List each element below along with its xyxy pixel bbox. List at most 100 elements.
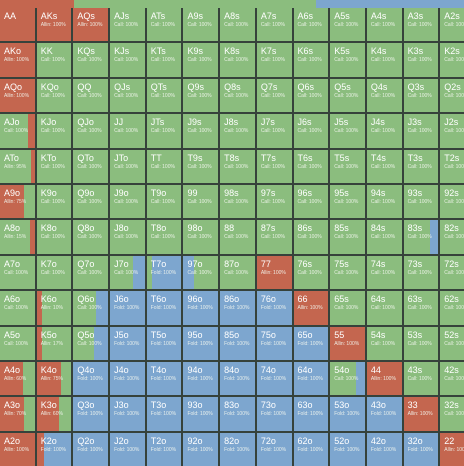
- hand-cell[interactable]: Q5s Call: 100%: [330, 78, 365, 113]
- hand-cell[interactable]: T3o Fold: 100%: [146, 397, 182, 431]
- hand-cell[interactable]: 62o Fold: 100%: [293, 432, 329, 466]
- hand-cell[interactable]: KQo Call: 100%: [36, 78, 72, 113]
- hand-cell[interactable]: K9s Call: 100%: [183, 43, 219, 77]
- hand-cell[interactable]: ATs Call: 100%: [146, 8, 182, 42]
- hand-cell[interactable]: 97o Call: 100%: [183, 255, 219, 290]
- hand-cell[interactable]: Q3s Call: 100%: [403, 78, 439, 113]
- hand-cell[interactable]: J8s Call: 100%: [220, 114, 255, 148]
- hand-cell[interactable]: QJo Call: 100%: [73, 114, 109, 148]
- hand-cell[interactable]: A7o Call: 100%: [0, 255, 35, 290]
- hand-cell[interactable]: A8s Call: 100%: [220, 8, 255, 42]
- hand-cell[interactable]: J7o Call: 100%: [110, 255, 145, 290]
- hand-cell[interactable]: 85o Fold: 100%: [220, 326, 255, 360]
- hand-cell[interactable]: 33 Allin: 100%: [403, 397, 439, 431]
- hand-cell[interactable]: 95s Call: 100%: [330, 184, 365, 219]
- hand-cell[interactable]: Q9o Call: 100%: [73, 184, 109, 219]
- hand-cell[interactable]: QTo Call: 100%: [73, 149, 109, 183]
- hand-cell[interactable]: 87s Call: 100%: [256, 220, 292, 254]
- hand-cell[interactable]: 87o Call: 100%: [220, 255, 255, 290]
- hand-cell[interactable]: T7s Call: 100%: [256, 149, 292, 183]
- hand-cell[interactable]: K7o Call: 100%: [36, 255, 72, 290]
- hand-cell[interactable]: J9o Call: 100%: [110, 184, 145, 219]
- hand-cell[interactable]: K4o Allin: 75%: [36, 361, 72, 396]
- hand-cell[interactable]: KTo Call: 100%: [36, 149, 72, 183]
- hand-cell[interactable]: T8o Call: 100%: [146, 220, 182, 254]
- hand-cell[interactable]: T9s Call: 100%: [183, 149, 219, 183]
- hand-cell[interactable]: Q5o Call: 100%: [73, 326, 109, 360]
- hand-cell[interactable]: J6o Fold: 100%: [110, 291, 145, 325]
- hand-cell[interactable]: 65s Call: 100%: [330, 291, 365, 325]
- hand-cell[interactable]: K7s Call: 100%: [256, 43, 292, 77]
- hand-cell[interactable]: K3s Call: 100%: [403, 43, 439, 77]
- hand-cell[interactable]: J9s Call: 100%: [183, 114, 219, 148]
- hand-cell[interactable]: 86o Fold: 100%: [220, 291, 255, 325]
- hand-cell[interactable]: 75s Call: 100%: [330, 255, 365, 290]
- hand-cell[interactable]: 88 Call: 100%: [220, 220, 255, 254]
- hand-cell[interactable]: A9o Allin: 75%: [0, 184, 35, 219]
- hand-cell[interactable]: 93s Call: 100%: [403, 184, 439, 219]
- hand-cell[interactable]: K2o Fold: 100%: [36, 432, 72, 466]
- hand-cell[interactable]: A4s Call: 100%: [366, 8, 402, 42]
- hand-cell[interactable]: J8o Call: 100%: [110, 220, 145, 254]
- hand-cell[interactable]: A8o Allin: 15%: [0, 220, 35, 254]
- hand-cell[interactable]: K5o Allin: 17%: [36, 326, 72, 360]
- hand-cell[interactable]: KTs Call: 100%: [146, 43, 182, 77]
- hand-cell[interactable]: 74o Fold: 100%: [256, 361, 292, 396]
- hand-cell[interactable]: J4s Call: 100%: [366, 114, 402, 148]
- hand-cell[interactable]: J7s Call: 100%: [256, 114, 292, 148]
- hand-cell[interactable]: Q3o Fold: 100%: [73, 397, 109, 431]
- hand-cell[interactable]: T7o Fold: 100%: [146, 255, 182, 290]
- hand-cell[interactable]: T4s Call: 100%: [366, 149, 402, 183]
- hand-cell[interactable]: Q8o Call: 100%: [73, 220, 109, 254]
- hand-cell[interactable]: K8s Call: 100%: [220, 43, 255, 77]
- hand-cell[interactable]: K5s Call: 100%: [330, 43, 365, 77]
- hand-cell[interactable]: K6s Call: 100%: [293, 43, 329, 77]
- hand-cell[interactable]: 94s Call: 100%: [366, 184, 402, 219]
- hand-cell[interactable]: J5o Fold: 100%: [110, 326, 145, 360]
- hand-cell[interactable]: T5o Fold: 100%: [146, 326, 182, 360]
- hand-cell[interactable]: T6o Fold: 100%: [146, 291, 182, 325]
- hand-cell[interactable]: 99 Call: 100%: [183, 184, 219, 219]
- hand-cell[interactable]: A2o Allin: 100%: [0, 432, 35, 466]
- hand-cell[interactable]: Q6s Call: 100%: [293, 78, 329, 113]
- hand-cell[interactable]: J3o Fold: 100%: [110, 397, 145, 431]
- hand-cell[interactable]: 77 Allin: 100%: [256, 255, 292, 290]
- hand-cell[interactable]: ATo Allin: 95%: [0, 149, 35, 183]
- hand-cell[interactable]: T6s Call: 100%: [293, 149, 329, 183]
- hand-cell[interactable]: 32o Fold: 100%: [403, 432, 439, 466]
- hand-cell[interactable]: AA: [0, 8, 35, 42]
- hand-cell[interactable]: 82o Fold: 100%: [220, 432, 255, 466]
- hand-cell[interactable]: A6s Call: 100%: [293, 8, 329, 42]
- hand-cell[interactable]: QTs Call: 100%: [146, 78, 182, 113]
- hand-cell[interactable]: AKs Allin: 100%: [36, 8, 72, 42]
- hand-cell[interactable]: K9o Call: 100%: [36, 184, 72, 219]
- hand-cell[interactable]: 96o Fold: 100%: [183, 291, 219, 325]
- hand-cell[interactable]: Q6o Call: 100%: [73, 291, 109, 325]
- hand-cell[interactable]: 72o Fold: 100%: [256, 432, 292, 466]
- hand-cell[interactable]: 95o Fold: 100%: [183, 326, 219, 360]
- hand-cell[interactable]: J4o Fold: 100%: [110, 361, 145, 396]
- hand-cell[interactable]: 98s Call: 100%: [220, 184, 255, 219]
- hand-cell[interactable]: 86s Call: 100%: [293, 220, 329, 254]
- hand-cell[interactable]: 73s Call: 100%: [403, 255, 439, 290]
- hand-cell[interactable]: 84o Fold: 100%: [220, 361, 255, 396]
- hand-cell[interactable]: 63s Call: 100%: [403, 291, 439, 325]
- hand-cell[interactable]: 53s Call: 100%: [403, 326, 439, 360]
- hand-cell[interactable]: 97s Call: 100%: [256, 184, 292, 219]
- hand-cell[interactable]: A5o Call: 100%: [0, 326, 35, 360]
- hand-cell[interactable]: A9s Call: 100%: [183, 8, 219, 42]
- hand-cell[interactable]: Q8s Call: 100%: [220, 78, 255, 113]
- hand-cell[interactable]: AQo Allin: 100%: [0, 78, 35, 113]
- hand-cell[interactable]: Q4s Call: 100%: [366, 78, 402, 113]
- hand-cell[interactable]: JJ Call: 100%: [110, 114, 145, 148]
- hand-cell[interactable]: 65o Fold: 100%: [293, 326, 329, 360]
- hand-cell[interactable]: T2o Fold: 100%: [146, 432, 182, 466]
- hand-cell[interactable]: A7s Call: 100%: [256, 8, 292, 42]
